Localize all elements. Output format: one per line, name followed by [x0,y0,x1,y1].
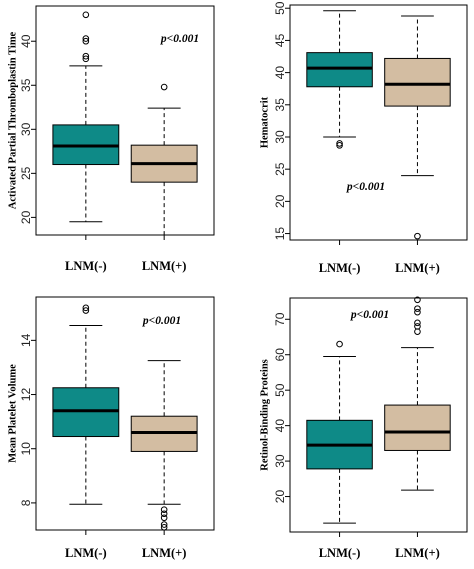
outlier-point [160,523,168,531]
y-tick-label: 30 [273,130,287,144]
iqr-box [384,404,451,451]
outlier-point [82,35,90,42]
panel-4: 20 30 40 50 60 70 LNM(-) LNM(+) Retinol-Binding … [260,296,468,560]
box-lnm-negative [52,304,120,505]
y-axis-title: Activated Partial Thromboplastin Time [8,31,19,209]
category-label: LNM(+) [142,546,187,560]
y-tick-label: 15 [273,227,287,241]
outlier-point [160,514,168,522]
category-label: LNM(-) [65,546,107,560]
outlier-point [160,521,168,528]
y-tick-label: 70 [273,312,287,326]
outlier-point [336,142,343,149]
outlier-point [336,340,343,348]
category-label: LNM(-) [65,259,107,273]
y-tick-label: 60 [273,348,287,362]
plot-frame [289,4,468,241]
y-tick-label: 12 [19,388,33,402]
box-lnm-negative [52,11,120,223]
y-tick-label: 35 [273,98,287,112]
y-tick-label: 40 [273,66,287,80]
p-value-annotation: p<0.001 [350,309,389,321]
outlier-point [336,140,343,147]
outlier-point [82,307,90,314]
plot-frame [35,296,215,531]
y-tick-label: 30 [19,122,33,136]
y-tick-label: 14 [19,333,33,347]
outlier-point [414,328,421,335]
box-lnm-negative [306,10,373,149]
outlier-point [414,323,421,330]
category-label: LNM(+) [142,259,187,273]
outlier-point [160,506,168,513]
y-tick-label: 25 [273,162,287,176]
outlier-point [414,305,421,312]
box-lnm-positive [130,83,198,236]
category-label: LNM(+) [395,261,440,275]
y-tick-label: 45 [273,33,287,47]
p-value-annotation: p<0.001 [160,33,199,45]
category-label: LNM(-) [319,261,361,275]
outlier-point [82,37,90,45]
outlier-point [82,304,90,312]
y-axis-title: Retinol-Binding Proteins [260,359,271,471]
p-value-annotation: p<0.001 [142,315,181,327]
outlier-point [414,319,421,327]
panel-2: 15 20 25 30 35 40 45 50 LNM(-) LNM(+) Hematocrit p<… [260,1,468,275]
y-axis-title: Hematocrit [260,96,271,148]
box-lnm-positive [130,360,198,531]
outlier-point [414,232,421,240]
y-tick-label: 10 [19,442,33,456]
box-lnm-negative [306,340,373,524]
box-lnm-positive [384,15,451,240]
y-tick-label: 20 [273,194,287,208]
y-tick-label: 50 [273,1,287,15]
category-label: LNM(-) [319,546,361,560]
y-tick-label: 50 [273,383,287,397]
y-tick-label: 20 [273,490,287,504]
box-lnm-positive [384,296,451,491]
plot-frame [35,5,215,236]
panel-3: 8 10 12 14 LNM(-) LNM(+) Mean Platelet Volume p… [8,296,215,560]
y-tick-label: 25 [19,166,33,180]
plot-frame [289,297,468,533]
outlier-point [82,11,90,19]
y-tick-label: 40 [19,34,33,48]
category-label: LNM(+) [395,546,440,560]
y-axis-title: Mean Platelet Volume [8,364,19,463]
outlier-point [160,83,168,91]
y-tick-label: 40 [273,419,287,433]
iqr-box [306,52,373,88]
outlier-point [414,308,421,316]
y-tick-label: 35 [19,78,33,92]
y-tick-label: 8 [19,499,33,506]
outlier-point [414,296,421,304]
outlier-point [82,55,90,63]
p-value-annotation: p<0.001 [346,181,385,193]
outlier-point [160,510,168,518]
y-tick-label: 30 [273,454,287,468]
iqr-box [384,57,451,107]
y-tick-label: 20 [19,210,33,224]
outlier-point [82,52,90,60]
panel-1: 20 25 30 35 40 LNM(-) LNM(+) Activated Partial … [8,5,215,273]
